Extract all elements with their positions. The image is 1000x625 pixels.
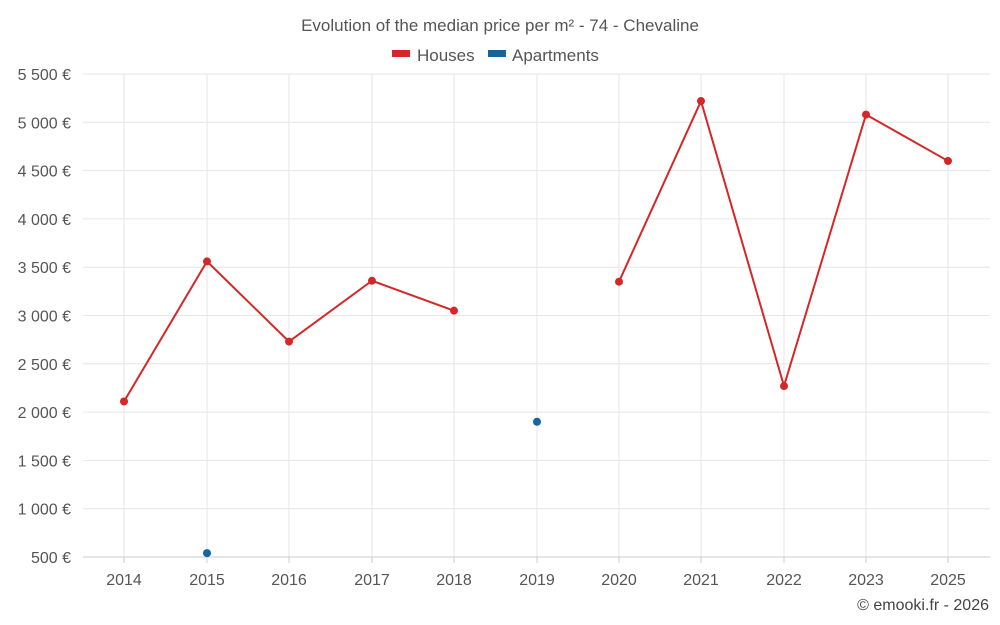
data-point-apartments	[203, 549, 211, 558]
y-tick-label: 500 €	[31, 550, 71, 567]
y-tick-label: 1 000 €	[18, 502, 71, 519]
x-tick-label: 2022	[766, 572, 802, 589]
data-point-houses	[780, 382, 788, 391]
data-point-houses	[120, 397, 128, 406]
legend-label-apartments: Apartments	[512, 46, 599, 65]
data-point-houses	[203, 257, 211, 266]
y-tick-label: 2 000 €	[18, 405, 71, 422]
gridlines	[83, 73, 990, 557]
data-point-houses	[862, 110, 870, 119]
legend-item-apartments[interactable]: Apartments	[488, 46, 599, 65]
x-tick-label: 2023	[848, 572, 884, 589]
x-tick-label: 2016	[271, 572, 307, 589]
data-point-houses	[615, 277, 623, 286]
data-point-houses	[697, 97, 705, 106]
legend-label-houses: Houses	[417, 46, 475, 65]
chart-title: Evolution of the median price per m² - 7…	[301, 16, 699, 35]
data-point-houses	[450, 306, 458, 315]
x-tick-label: 2021	[683, 572, 719, 589]
x-tick-label: 2015	[189, 572, 225, 589]
y-tick-label: 4 000 €	[18, 212, 71, 229]
legend-swatch-apartments	[488, 50, 506, 57]
x-tick-label: 2017	[354, 572, 390, 589]
x-tick-label: 2020	[601, 572, 637, 589]
data-point-houses	[944, 156, 952, 165]
data-point-houses	[368, 276, 376, 285]
x-tick-label: 2025	[930, 572, 966, 589]
credit-text: © emooki.fr - 2026	[857, 597, 989, 614]
data-point-apartments	[533, 417, 541, 426]
data-point-houses	[285, 337, 293, 346]
y-tick-label: 5 000 €	[18, 115, 71, 132]
series-layer	[120, 97, 952, 558]
y-tick-label: 3 000 €	[18, 309, 71, 326]
y-tick-label: 2 500 €	[18, 357, 71, 374]
x-tick-label: 2014	[106, 572, 142, 589]
y-tick-label: 1 500 €	[18, 453, 71, 470]
legend-item-houses[interactable]: Houses	[392, 46, 475, 65]
y-tick-label: 4 500 €	[18, 164, 71, 181]
x-tick-label: 2018	[436, 572, 472, 589]
y-tick-label: 3 500 €	[18, 260, 71, 277]
y-tick-label: 5 500 €	[18, 67, 71, 84]
y-axis-ticks: 500 € 1 000 € 1 500 € 2 000 € 2 500 € 3 000 €…	[18, 67, 71, 567]
x-tick-label: 2019	[519, 572, 555, 589]
x-axis-ticks: 2014 2015 2016 2017 2018 2019 2020 2021 2022 2023…	[106, 557, 966, 589]
legend: Houses Apartments	[392, 46, 599, 65]
legend-swatch-houses	[392, 50, 410, 57]
